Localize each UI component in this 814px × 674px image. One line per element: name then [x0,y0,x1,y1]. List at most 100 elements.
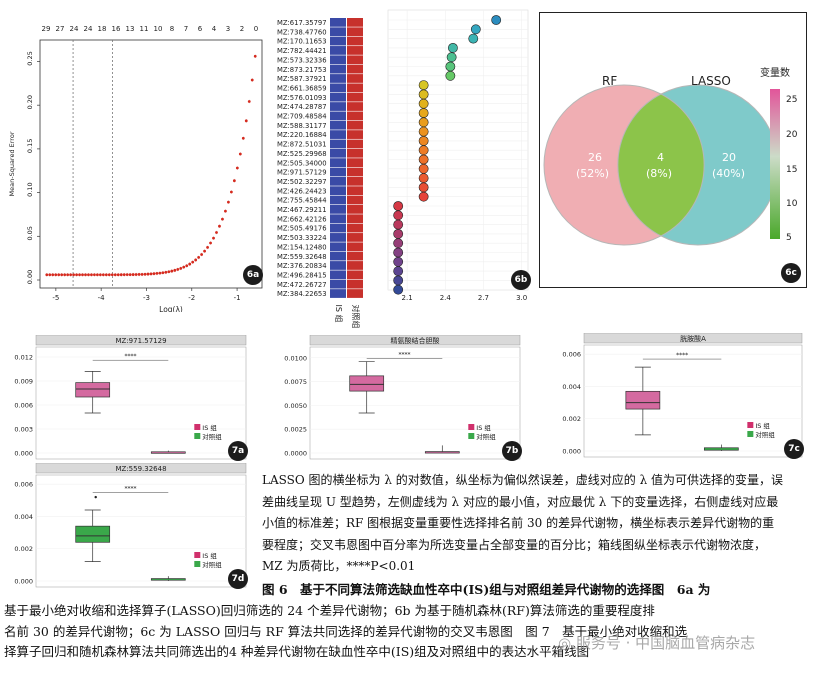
heatmap-cell-control [347,111,363,121]
significance-stars: **** [676,352,688,359]
mse-point [113,273,117,277]
heatmap-cell-control [347,36,363,46]
strip-header [35,334,247,346]
y-tick-label: 0.0050 [284,402,307,410]
x-axis-label: Log(λ) [159,305,183,312]
x-tick-label: -1 [234,294,241,302]
box-is [75,525,111,543]
importance-dot [418,108,429,118]
mse-point [116,273,120,277]
x-tick-label: 2.7 [478,294,489,302]
mse-point [203,249,206,253]
strip-header [583,332,803,344]
heatmap-cell-control [347,186,363,196]
venn-intersection [617,93,705,237]
figure-note: LASSO 图的横坐标为 λ 的对数值，纵坐标为偏似然误差，虚线对应的 λ 值为… [262,470,812,578]
mse-point [227,200,230,204]
boxplot-title: MZ:971.57129 [115,337,166,345]
mse-point [131,273,135,276]
mse-point [54,273,58,277]
panel-6b-dotplot: 2.1 2.4 2.7 3.0 6b [382,8,532,310]
importance-dot [393,275,404,286]
legend-swatch-is [194,424,201,430]
importance-dot [470,24,481,35]
x-tick-label: -3 [143,294,150,302]
mse-point [125,273,129,277]
heatmap-cell-control [347,176,363,186]
venn-label-lasso: LASSO [691,74,731,88]
mse-point [128,273,132,277]
heatmap-row-label: MZ:588.31177 [277,122,327,130]
heatmap-cell-is [330,251,346,261]
heatmap-row-label: MZ:782.44421 [277,47,327,55]
y-tick-label: 0.10 [26,182,34,196]
heatmap-cell-is [330,195,346,205]
heatmap-cell-control [347,92,363,102]
y-tick-label: 0.012 [14,354,33,362]
heatmap-row-label: MZ:467.29211 [277,206,327,214]
importance-dot [418,154,429,165]
heatmap-cell-control [347,261,363,270]
heatmap-cell-is [330,158,346,167]
venn-left-count: 26 [588,151,602,164]
venn-mid-pct: (8%) [646,167,672,180]
plot-frame [39,39,263,289]
box-is [75,382,111,398]
mse-point [161,271,165,275]
heatmap-cell-is [330,46,346,55]
outlier-point [94,495,97,499]
mse-point [152,272,156,276]
y-tick-label: 0.004 [14,513,33,521]
y-tick-label: 0.006 [562,351,581,359]
box-is [625,390,661,410]
y-tick-label: 0.000 [14,578,33,586]
importance-dot [446,52,457,63]
legend-tick-label: 10 [786,199,798,209]
mse-point [188,262,192,266]
importance-dot [445,70,456,81]
mse-point [215,231,218,234]
heatmap-row-label: MZ:154.12480 [277,243,327,251]
caption-line-9: 择算子回归和随机森林算法共同筛选出的4 种差异代谢物在缺血性卒中(IS)组及对照… [4,644,590,659]
heatmap-cell-control [347,55,363,65]
legend-title: 变量数 [760,66,790,79]
badge-7d: 7d [228,569,248,589]
rf-importance-dotplot: 2.1 2.4 2.7 3.0 [387,9,529,302]
plot-frame [309,346,521,460]
panel-6b-heatmap: MZ:617.35797 MZ:738.47760 MZ:170.11653 MZ:7… [272,8,382,329]
legend-swatch-is [468,424,475,430]
importance-dot [418,80,429,90]
mse-point [209,241,212,245]
caption-line-7: 基于最小绝对收缩和选择算子(LASSO)回归筛选的 24 个差异代谢物；6b 为… [4,603,655,618]
mse-point [200,253,204,256]
mse-point [224,209,227,213]
top-tick-label: 13 [126,25,135,33]
mse-point [101,273,105,277]
mse-point [164,270,168,274]
y-tick-label: 0.05 [26,226,34,240]
mse-point [57,273,61,277]
mse-point [104,273,108,277]
y-tick-label: 0.004 [562,383,581,391]
heatmap-row-label: MZ:709.48584 [277,113,327,121]
heatmap-cell-is [330,64,346,74]
heatmap-row-label: MZ:872.51031 [277,141,327,149]
legend-label-is: IS 组 [755,421,770,430]
y-tick-label: 0.20 [26,95,34,109]
plot-frame [583,344,803,458]
heatmap-row-label: MZ:472.26727 [277,281,327,289]
mse-point [93,273,96,277]
importance-dot [418,182,429,193]
mse-point [241,136,245,140]
panel-6a: -5 -4 -3 -2 -1 0.00 0.05 0.10 0.15 0.20 0.25 29 27 24… [4,12,266,314]
strip-header [35,462,247,474]
heatmap-cell-control [347,64,363,74]
importance-dot [393,247,404,258]
heatmap-cell-is [330,167,346,177]
x-tick-label: 2.4 [440,294,452,302]
heatmap-cell-control [347,120,363,130]
mse-point [143,272,147,276]
importance-dot [418,89,429,100]
heatmap-row-label: MZ:755.45844 [277,197,327,205]
mse-point [176,268,180,271]
